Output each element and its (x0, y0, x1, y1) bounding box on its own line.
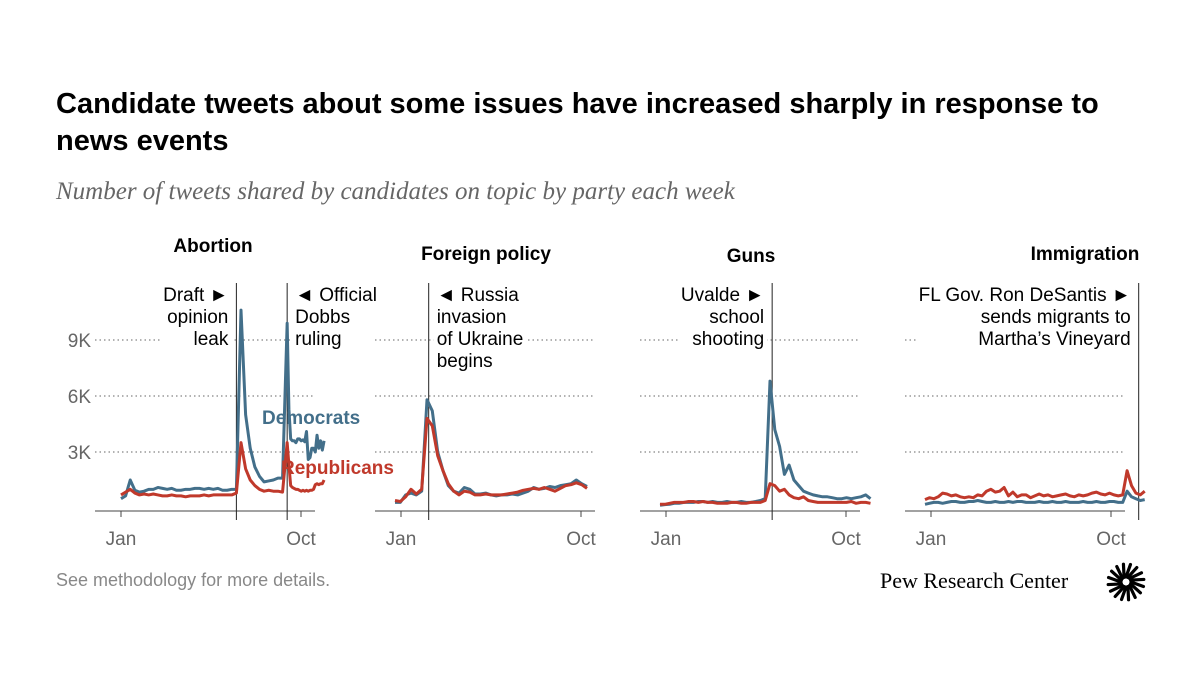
event-label-line: begins (437, 351, 493, 372)
event-label-line: ◄ Official (295, 285, 377, 306)
event-label-background (292, 284, 380, 351)
brand-name: Pew Research Center (880, 568, 1069, 593)
x-tick-label: Oct (831, 529, 861, 550)
democrats-line (120, 308, 326, 500)
chart-title: Candidate tweets about some issues have … (56, 88, 1099, 157)
logo-ray (1126, 565, 1139, 579)
brand-mark: Pew Research Center (880, 560, 1150, 604)
panel-title: Abortion (173, 236, 252, 257)
logo-ray (1127, 583, 1137, 600)
event-label: Draft ► opinion leak (163, 285, 229, 350)
event-label-line: Martha’s Vineyard (978, 329, 1130, 350)
logo-ray (1124, 562, 1133, 579)
logo-ray (1106, 575, 1123, 584)
event-label: Uvalde ► school shooting (681, 285, 764, 350)
panel-foreign-policy: Jan Oct Foreign policy ◄ Russia invasion of U… (375, 244, 596, 550)
panel-abortion: 9K 6K 3K Jan Oct Abortion Draft ► opinion leak ◄ … (68, 236, 394, 550)
x-tick-label: Jan (106, 529, 137, 550)
y-tick-label: 3K (68, 443, 92, 464)
logo-ray (1113, 585, 1126, 599)
event-label-line: sends migrants to (981, 307, 1131, 328)
x-tick-label: Oct (566, 529, 596, 550)
panel-title: Guns (727, 246, 776, 267)
pew-logo-icon (1106, 562, 1146, 602)
chart-subtitle: Number of tweets shared by candidates on… (56, 178, 735, 205)
logo-ray (1129, 582, 1143, 595)
event-label-line: school (709, 307, 764, 328)
y-tick-label: 6K (68, 387, 92, 408)
event-label-line: Uvalde ► (681, 285, 764, 306)
x-tick-label: Jan (386, 529, 417, 550)
democrats-label: Democrats (262, 408, 360, 429)
event-label-line: leak (194, 329, 229, 350)
event-label-background (915, 284, 1134, 351)
x-tick-label: Jan (916, 529, 947, 550)
republicans-label: Republicans (281, 458, 394, 479)
event-label-line: opinion (167, 307, 228, 328)
event-label-line: invasion (437, 307, 507, 328)
methodology-note: See methodology for more details. (56, 570, 331, 590)
event-label: ◄ Official Dobbs ruling (295, 285, 377, 350)
event-label-background (677, 284, 768, 351)
event-label-line: FL Gov. Ron DeSantis ► (919, 285, 1131, 306)
panel-guns: Jan Oct Guns Uvalde ► school shooting (640, 246, 872, 550)
event-label-background (160, 284, 232, 351)
democrats-line (659, 379, 872, 507)
logo-ray (1129, 580, 1146, 589)
republicans-line (120, 441, 326, 499)
event-label-line: ◄ Russia (437, 285, 520, 306)
panel-title: Foreign policy (421, 244, 551, 265)
x-tick-label: Oct (1096, 529, 1126, 550)
x-tick-label: Jan (651, 529, 682, 550)
panel-title: Immigration (1031, 244, 1140, 265)
logo-ray (1108, 583, 1125, 593)
y-tick-label: 9K (68, 331, 92, 352)
logo-ray (1129, 577, 1146, 582)
event-label-line: Dobbs (295, 307, 350, 328)
republicans-line (394, 416, 588, 503)
logo-ray (1121, 562, 1126, 579)
x-tick-label: Oct (286, 529, 316, 550)
logo-ray (1127, 571, 1144, 581)
republicans-line (924, 469, 1146, 501)
event-label-line: Draft ► (163, 285, 228, 306)
event-label-line: ruling (295, 329, 341, 350)
panel-immigration: Jan Oct Immigration FL Gov. Ron DeSantis ► s… (905, 244, 1146, 550)
democrats-line (924, 489, 1146, 506)
event-label-line: of Ukraine (437, 329, 524, 350)
logo-ray (1109, 569, 1123, 582)
event-label-line: shooting (692, 329, 764, 350)
republicans-line (660, 482, 871, 506)
logo-ray (1106, 582, 1123, 587)
event-label: ◄ Russia invasion of Ukraine begins (437, 285, 524, 372)
event-label-background (433, 284, 527, 373)
event-label: FL Gov. Ron DeSantis ► sends migrants to M… (919, 285, 1131, 350)
logo-ray (1115, 564, 1125, 581)
logo-ray (1126, 585, 1131, 602)
logo-ray (1119, 585, 1128, 602)
